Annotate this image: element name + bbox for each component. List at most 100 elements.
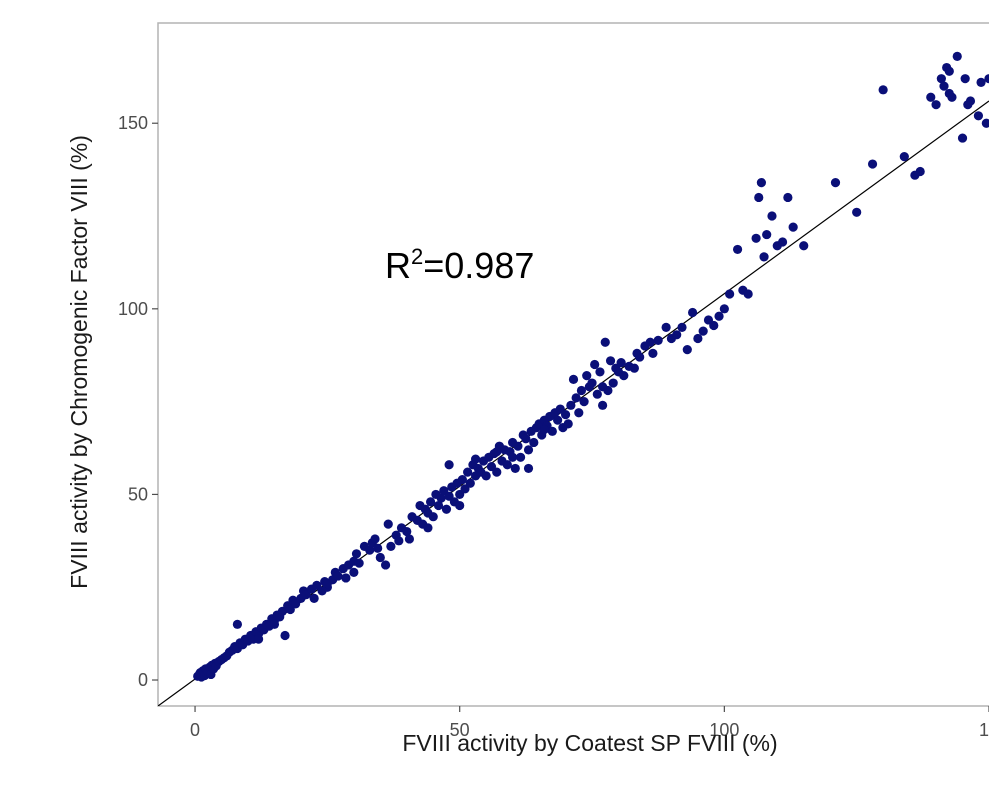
data-point [576, 385, 587, 396]
data-point [425, 497, 436, 507]
data-point [598, 400, 608, 410]
data-point [502, 460, 512, 470]
data-point [830, 178, 841, 188]
data-point [682, 345, 692, 355]
data-point [280, 630, 290, 641]
data-point [981, 118, 989, 128]
data-point [976, 77, 986, 87]
data-point [380, 560, 391, 570]
y-axis-title: FVIII activity by Chromogenic Factor VII… [66, 135, 92, 589]
data-point [732, 244, 743, 255]
data-point [436, 493, 446, 503]
data-point [341, 573, 351, 583]
data-point [783, 192, 793, 203]
data-point [743, 289, 753, 299]
data-point [523, 463, 534, 474]
data-point [333, 571, 343, 581]
data-point [852, 207, 862, 217]
data-point [756, 178, 767, 188]
data-point [598, 382, 608, 392]
data-point [600, 337, 610, 347]
data-point [973, 111, 984, 121]
data-point [521, 434, 531, 444]
data-point [465, 478, 475, 488]
data-point [433, 500, 444, 511]
data-point [404, 534, 415, 544]
data-point [632, 348, 642, 358]
data-point [777, 237, 788, 247]
data-point [616, 358, 626, 368]
data-point [653, 335, 663, 345]
data-point [553, 415, 563, 425]
data-point [386, 541, 396, 551]
points-layer [193, 51, 989, 682]
data-point [709, 320, 719, 331]
data-point [539, 424, 549, 435]
y-tick-label: 50 [128, 484, 148, 504]
data-point [582, 371, 592, 381]
data-point [444, 460, 454, 470]
data-point [365, 545, 375, 555]
data-point [936, 74, 946, 84]
data-point [492, 467, 502, 477]
data-point [661, 322, 671, 332]
data-point [232, 619, 242, 629]
data-point [931, 100, 941, 110]
x-tick-label: 100 [709, 720, 739, 740]
x-tick-label: 50 [450, 720, 470, 740]
data-point [402, 526, 412, 537]
data-point [605, 356, 616, 366]
data-point [714, 311, 724, 321]
data-point [759, 252, 769, 262]
data-point [687, 307, 698, 318]
data-point [370, 534, 380, 544]
data-point [470, 454, 481, 464]
data-point [608, 378, 618, 388]
r-squared-base: R [385, 245, 411, 286]
y-tick-label: 100 [118, 299, 148, 319]
data-point [952, 51, 962, 62]
data-point [428, 512, 438, 522]
data-point [698, 326, 708, 336]
data-point [373, 543, 383, 553]
x-tick-label: 15 [979, 720, 989, 740]
data-point [878, 85, 888, 95]
data-point [944, 88, 954, 99]
data-point [751, 233, 761, 243]
data-point [351, 549, 362, 559]
data-point [926, 92, 936, 102]
data-point [269, 619, 280, 629]
data-point [799, 241, 809, 251]
y-tick-label: 0 [138, 670, 148, 690]
data-point [515, 452, 526, 462]
data-point [568, 374, 579, 384]
data-point [523, 445, 534, 455]
data-point [672, 330, 682, 340]
data-point [693, 333, 703, 344]
data-point [619, 371, 629, 381]
data-point [867, 159, 878, 169]
data-point [322, 578, 332, 589]
data-point [513, 441, 523, 451]
y-axis: 0 50 100 150 [118, 113, 158, 690]
data-point [960, 74, 970, 84]
data-point [309, 593, 319, 603]
data-point [441, 504, 452, 514]
data-point [915, 166, 925, 177]
data-point [677, 322, 687, 332]
data-point [455, 500, 465, 511]
data-point [587, 378, 597, 388]
data-point [566, 400, 576, 410]
data-point [939, 81, 949, 91]
data-point [963, 100, 973, 110]
data-point [253, 634, 264, 644]
data-point [492, 447, 502, 457]
data-point [394, 536, 404, 546]
data-point [595, 367, 605, 377]
r-squared-superscript: 2 [411, 244, 423, 269]
data-point [510, 463, 520, 474]
data-point [574, 408, 584, 418]
r-squared-annotation: R2=0.987 [385, 244, 534, 286]
data-point [508, 452, 518, 462]
data-point [984, 74, 989, 84]
